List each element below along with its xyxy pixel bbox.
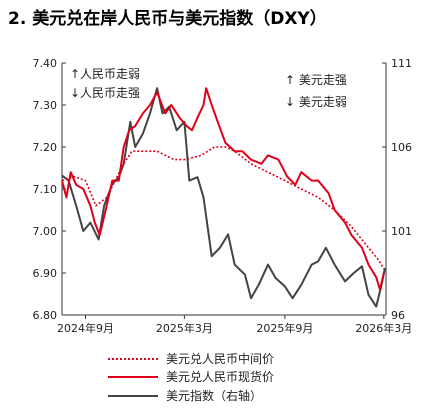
left-tick-label: 7.20 <box>33 141 58 154</box>
x-tick-label: 2025年3月 <box>156 321 213 335</box>
chart-title: 2. 美元兑在岸人民币与美元指数（DXY） <box>8 9 327 29</box>
right-tick-label: 101 <box>391 225 412 238</box>
series-line-0 <box>61 146 385 270</box>
left-tick-label: 7.10 <box>33 183 58 196</box>
legend-label-1: 美元兑人民币现货价 <box>166 369 274 384</box>
left-tick-label: 7.00 <box>33 225 58 238</box>
x-tick-label: 2024年9月 <box>57 321 114 335</box>
left-tick-label: 6.90 <box>33 267 58 280</box>
left-up-annotation: ↑人民币走弱 <box>70 67 140 81</box>
legend-label-0: 美元兑人民币中间价 <box>166 351 274 366</box>
series-line-1 <box>61 87 385 291</box>
left-down-annotation: ↓人民币走强 <box>70 86 140 100</box>
x-tick-label: 2025年9月 <box>256 321 313 335</box>
right-down-annotation: ↓ 美元走弱 <box>285 95 347 109</box>
left-tick-label: 7.30 <box>33 99 58 112</box>
x-tick-label: 2026年3月 <box>355 321 412 335</box>
right-up-annotation: ↑ 美元走强 <box>285 73 347 87</box>
left-tick-label: 6.80 <box>33 309 58 322</box>
left-tick-label: 7.40 <box>33 57 58 70</box>
right-tick-label: 111 <box>391 57 412 70</box>
right-tick-label: 106 <box>391 141 412 154</box>
right-tick-label: 96 <box>391 309 405 322</box>
legend-label-2: 美元指数（右轴） <box>166 388 262 403</box>
series-line-2 <box>61 87 386 308</box>
